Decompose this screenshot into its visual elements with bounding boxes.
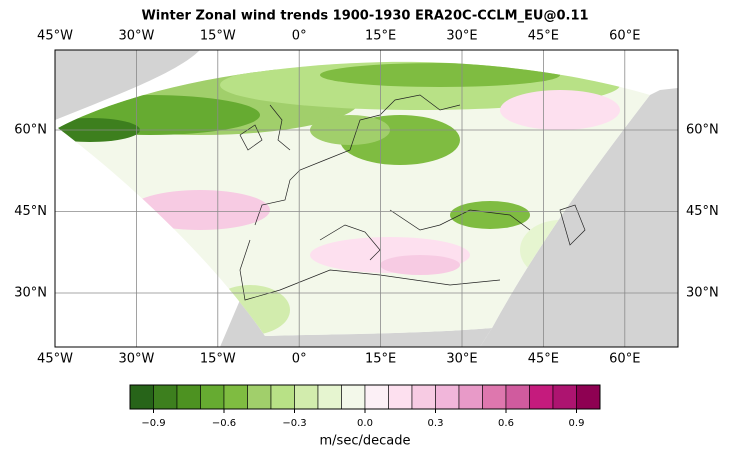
colorbar-box xyxy=(200,384,225,410)
lon-label-bottom: 45°W xyxy=(37,352,73,367)
lon-label-top: 45°W xyxy=(37,29,73,44)
lon-label-top: 60°E xyxy=(609,29,640,44)
colorbar-box xyxy=(458,384,483,410)
colorbar-box xyxy=(176,384,201,410)
lat-label-left: 60°N xyxy=(14,123,47,138)
colorbar-box xyxy=(153,384,178,410)
lon-label-bottom: 30°E xyxy=(446,352,477,367)
colorbar-box xyxy=(341,384,366,410)
lat-label-right: 30°N xyxy=(686,286,719,301)
lon-label-top: 15°E xyxy=(365,29,396,44)
lon-label-top: 45°E xyxy=(528,29,559,44)
colorbar-box xyxy=(411,384,436,410)
lon-label-bottom: 15°E xyxy=(365,352,396,367)
colorbar-box xyxy=(552,384,577,410)
lon-label-bottom: 15°W xyxy=(200,352,236,367)
colorbar-box xyxy=(388,384,413,410)
land-asia xyxy=(480,88,678,347)
lon-label-top: 15°W xyxy=(200,29,236,44)
lat-label-left: 45°N xyxy=(14,204,47,219)
lat-label-right: 60°N xyxy=(686,123,719,138)
lon-label-bottom: 45°E xyxy=(528,352,559,367)
colorbar-tick-label: 0.6 xyxy=(498,418,514,429)
colorbar-tick-label: 0.9 xyxy=(569,418,585,429)
lat-label-right: 45°N xyxy=(686,204,719,219)
colorbar-tick-label: 0.0 xyxy=(357,418,373,429)
map-frame xyxy=(54,49,679,348)
land-africa xyxy=(220,300,492,347)
lon-label-bottom: 0° xyxy=(292,352,307,367)
colorbar-tick-label: −0.3 xyxy=(282,418,306,429)
map-area xyxy=(55,50,678,347)
colorbar-box xyxy=(576,384,601,410)
colorbar-box xyxy=(270,384,295,410)
colorbar-box xyxy=(529,384,554,410)
lon-label-top: 30°E xyxy=(446,29,477,44)
colorbar-tick-label: −0.9 xyxy=(141,418,165,429)
lon-label-bottom: 30°W xyxy=(118,352,154,367)
colorbar-box xyxy=(294,384,319,410)
colorbar-box xyxy=(435,384,460,410)
colorbar-box xyxy=(505,384,530,410)
lon-label-top: 30°W xyxy=(118,29,154,44)
colorbar-box xyxy=(317,384,342,410)
colorbar-box xyxy=(247,384,272,410)
lon-label-bottom: 60°E xyxy=(609,352,640,367)
colorbar-box xyxy=(364,384,389,410)
colorbar-tick-label: 0.3 xyxy=(428,418,444,429)
colorbar-label: m/sec/decade xyxy=(320,434,411,449)
lon-label-top: 0° xyxy=(292,29,307,44)
map-title: Winter Zonal wind trends 1900-1930 ERA20… xyxy=(141,9,588,24)
colorbar-box xyxy=(129,384,154,410)
colorbar-tick-label: −0.6 xyxy=(212,418,236,429)
lat-label-left: 30°N xyxy=(14,286,47,301)
colorbar-box xyxy=(223,384,248,410)
colorbar-box xyxy=(482,384,507,410)
land-greenland xyxy=(55,50,200,120)
